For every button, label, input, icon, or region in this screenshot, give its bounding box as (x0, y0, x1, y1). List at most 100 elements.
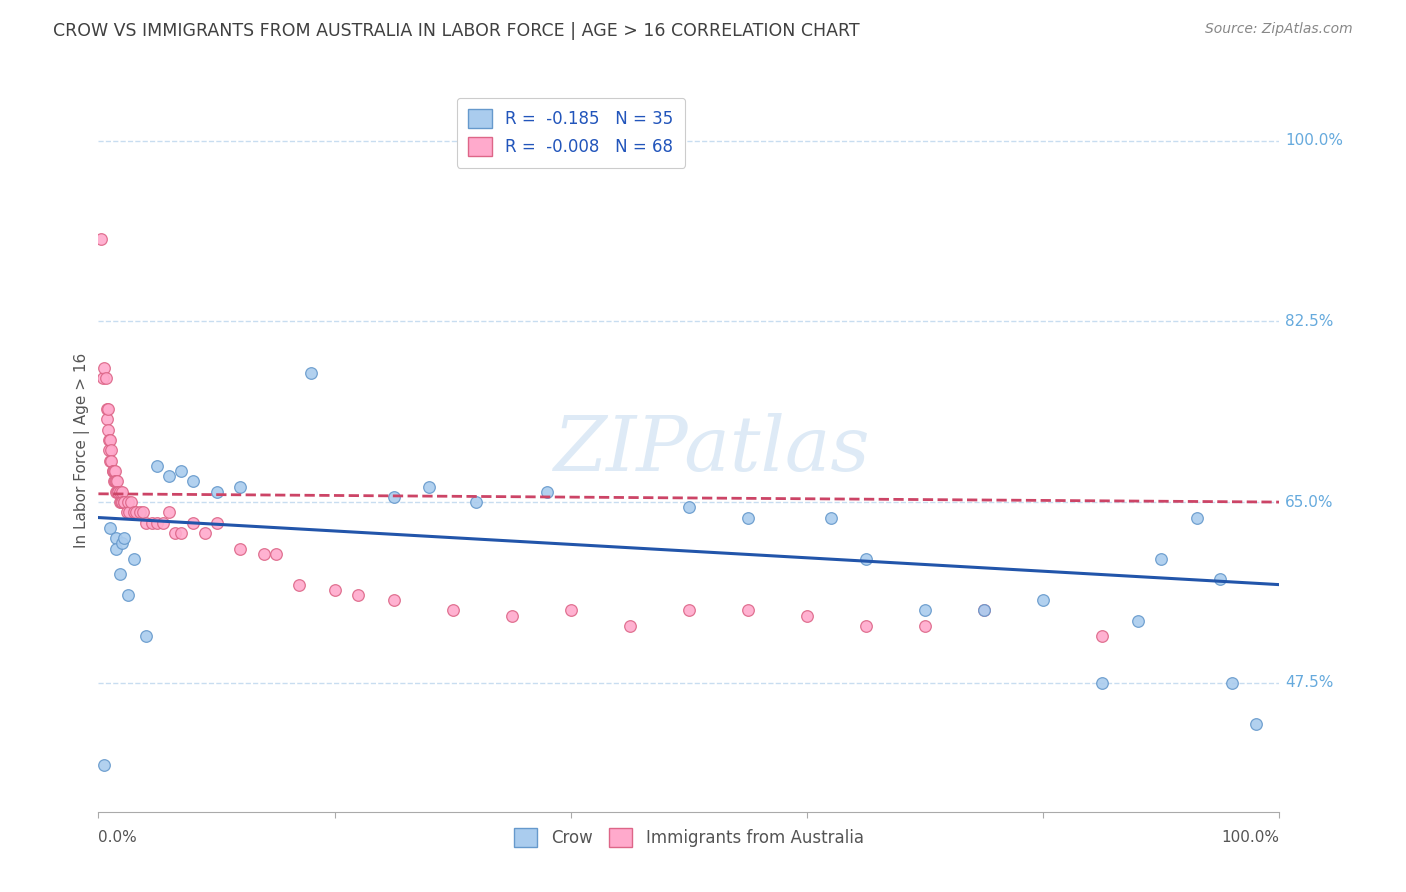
Text: 47.5%: 47.5% (1285, 675, 1334, 690)
Point (97, 402, 120, 417)
Point (264, 547, 287, 561)
Point (128, 505, 150, 519)
Point (111, 495, 134, 509)
Point (132, 505, 155, 519)
Text: 82.5%: 82.5% (1285, 314, 1334, 329)
Point (418, 480, 440, 494)
Point (796, 608, 818, 623)
Point (678, 603, 700, 617)
Point (229, 541, 252, 556)
Point (118, 505, 141, 519)
Point (100, 454, 122, 468)
Point (181, 516, 204, 530)
Point (111, 484, 134, 499)
Point (112, 531, 135, 545)
Point (170, 526, 193, 541)
Point (1032, 593, 1054, 607)
Point (105, 541, 128, 556)
Point (105, 531, 128, 545)
Point (93, 758, 115, 772)
Point (299, 366, 322, 380)
Point (135, 629, 157, 643)
Point (97, 423, 120, 437)
Point (105, 475, 128, 489)
Point (737, 603, 759, 617)
Point (441, 603, 464, 617)
Text: CROW VS IMMIGRANTS FROM AUSTRALIA IN LABOR FORCE | AGE > 16 CORRELATION CHART: CROW VS IMMIGRANTS FROM AUSTRALIA IN LAB… (53, 22, 860, 40)
Text: 100.0%: 100.0% (1222, 830, 1279, 846)
Point (1150, 551, 1173, 566)
Point (141, 516, 163, 530)
Point (181, 475, 204, 489)
Point (165, 526, 187, 541)
Point (205, 484, 228, 499)
Point (104, 475, 127, 489)
Point (121, 495, 143, 509)
Point (146, 516, 169, 530)
Point (170, 464, 193, 478)
Point (115, 505, 138, 519)
Point (98, 433, 121, 447)
Point (855, 551, 877, 566)
Point (1220, 675, 1243, 690)
Point (107, 484, 129, 499)
Point (94, 371, 117, 385)
Y-axis label: In Labor Force | Age > 16: In Labor Force | Age > 16 (75, 353, 90, 548)
Point (146, 458, 169, 473)
Point (93, 360, 115, 375)
Point (110, 495, 132, 509)
Text: ZIPatlas: ZIPatlas (554, 414, 870, 487)
Point (157, 469, 180, 483)
Point (125, 505, 148, 519)
Point (253, 547, 276, 561)
Point (96, 402, 118, 417)
Text: 100.0%: 100.0% (1285, 133, 1343, 148)
Point (90, 232, 112, 246)
Text: Source: ZipAtlas.com: Source: ZipAtlas.com (1205, 22, 1353, 37)
Point (104, 464, 127, 478)
Point (1185, 510, 1208, 524)
Point (105, 475, 128, 489)
Point (98, 443, 121, 458)
Point (112, 495, 135, 509)
Point (382, 593, 405, 607)
Point (1091, 675, 1114, 690)
Point (973, 603, 995, 617)
Point (973, 603, 995, 617)
Point (108, 484, 131, 499)
Point (112, 495, 135, 509)
Legend: Crow, Immigrants from Australia: Crow, Immigrants from Australia (508, 822, 870, 854)
Point (501, 608, 523, 623)
Point (108, 495, 131, 509)
Point (914, 603, 936, 617)
Point (205, 516, 228, 530)
Point (135, 516, 157, 530)
Point (619, 619, 641, 633)
Point (117, 495, 139, 509)
Point (536, 484, 558, 499)
Text: 65.0%: 65.0% (1285, 494, 1334, 509)
Point (91, 371, 114, 385)
Point (117, 588, 139, 602)
Point (101, 464, 124, 478)
Point (465, 495, 488, 509)
Point (678, 500, 700, 515)
Point (103, 475, 125, 489)
Point (105, 484, 128, 499)
Point (108, 567, 131, 582)
Point (914, 619, 936, 633)
Point (1209, 573, 1232, 587)
Point (347, 588, 370, 602)
Point (100, 443, 122, 458)
Point (111, 536, 134, 550)
Point (98, 433, 121, 447)
Point (737, 510, 759, 524)
Point (855, 619, 877, 633)
Point (98, 454, 121, 468)
Point (122, 551, 145, 566)
Point (229, 480, 252, 494)
Point (152, 516, 174, 530)
Point (122, 505, 145, 519)
Point (323, 582, 346, 597)
Point (157, 505, 180, 519)
